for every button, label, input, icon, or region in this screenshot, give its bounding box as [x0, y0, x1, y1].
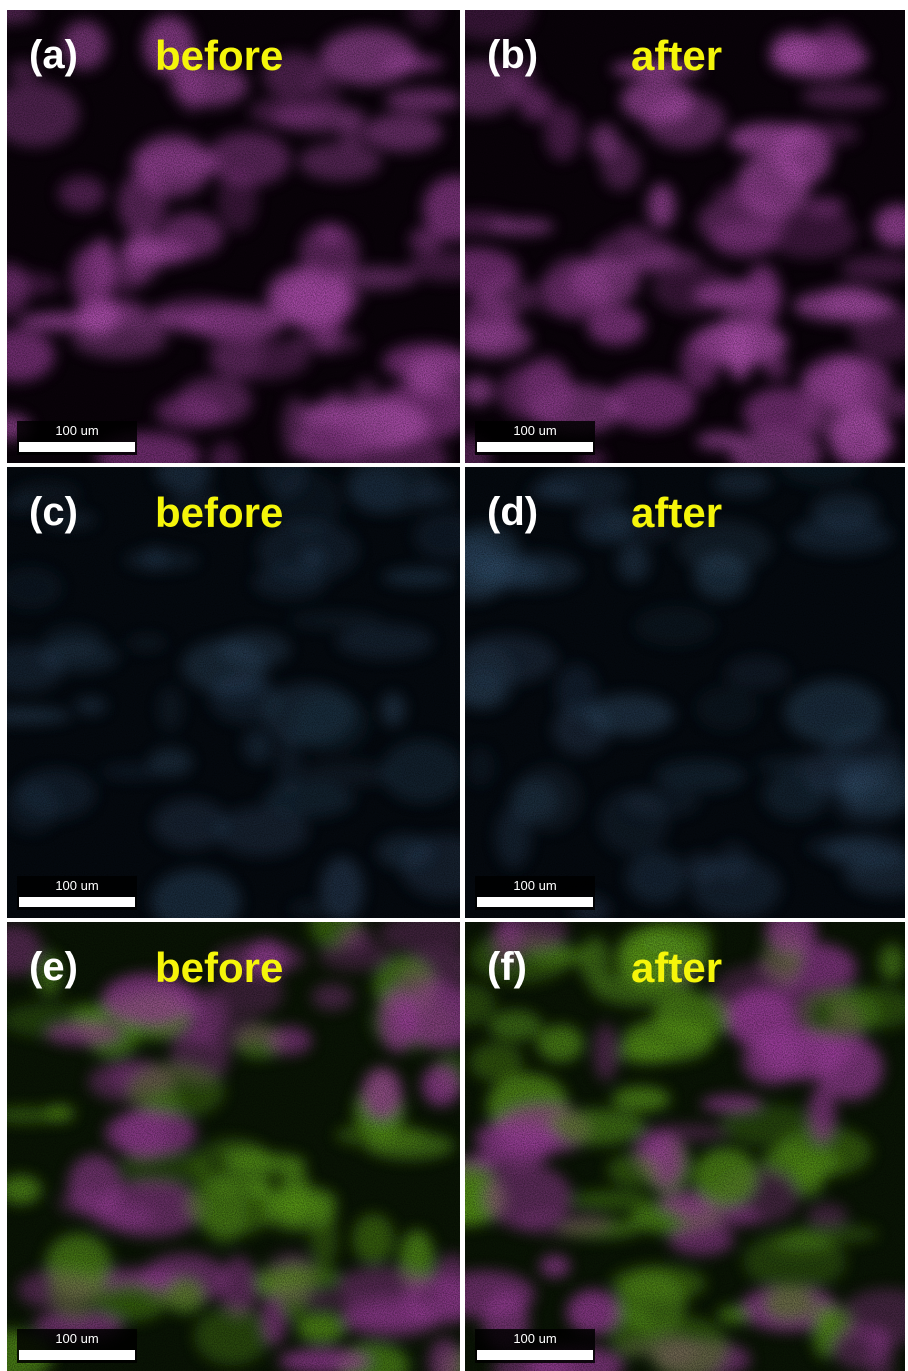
scale-bar-label: 100 um — [55, 1331, 98, 1346]
figure: (a) before 100 um (b) after 100 um (c) before 10… — [0, 0, 908, 1371]
panel: (b) after 100 um — [431, 0, 908, 484]
scale-bar-label: 100 um — [55, 423, 98, 438]
panel-label: (f) — [487, 945, 527, 989]
scale-bar — [477, 897, 593, 907]
panel: (c) before 100 um — [0, 443, 490, 934]
panel: (d) after 100 um — [444, 449, 908, 924]
panel: (f) after 100 um — [427, 909, 908, 1371]
panel-caption: after — [631, 32, 722, 79]
scale-bar — [477, 442, 593, 452]
panel-label: (b) — [487, 33, 538, 77]
panel-caption: after — [631, 944, 722, 991]
panel-caption: before — [155, 32, 283, 79]
scale-bar-label: 100 um — [55, 878, 98, 893]
scale-bar — [477, 1350, 593, 1360]
panel-label: (e) — [29, 945, 78, 989]
panel-caption: before — [155, 489, 283, 536]
scale-bar-label: 100 um — [513, 1331, 556, 1346]
panel: (a) before 100 um — [0, 0, 486, 487]
panel-label: (a) — [29, 33, 78, 77]
panel-label: (d) — [487, 490, 538, 534]
panel-caption: before — [155, 944, 283, 991]
panel: (e) before 100 um — [0, 896, 488, 1371]
scale-bar-label: 100 um — [513, 878, 556, 893]
panel-caption: after — [631, 489, 722, 536]
scale-bar — [19, 1350, 135, 1360]
scale-bar — [19, 897, 135, 907]
scale-bar — [19, 442, 135, 452]
panel-label: (c) — [29, 490, 78, 534]
scale-bar-label: 100 um — [513, 423, 556, 438]
